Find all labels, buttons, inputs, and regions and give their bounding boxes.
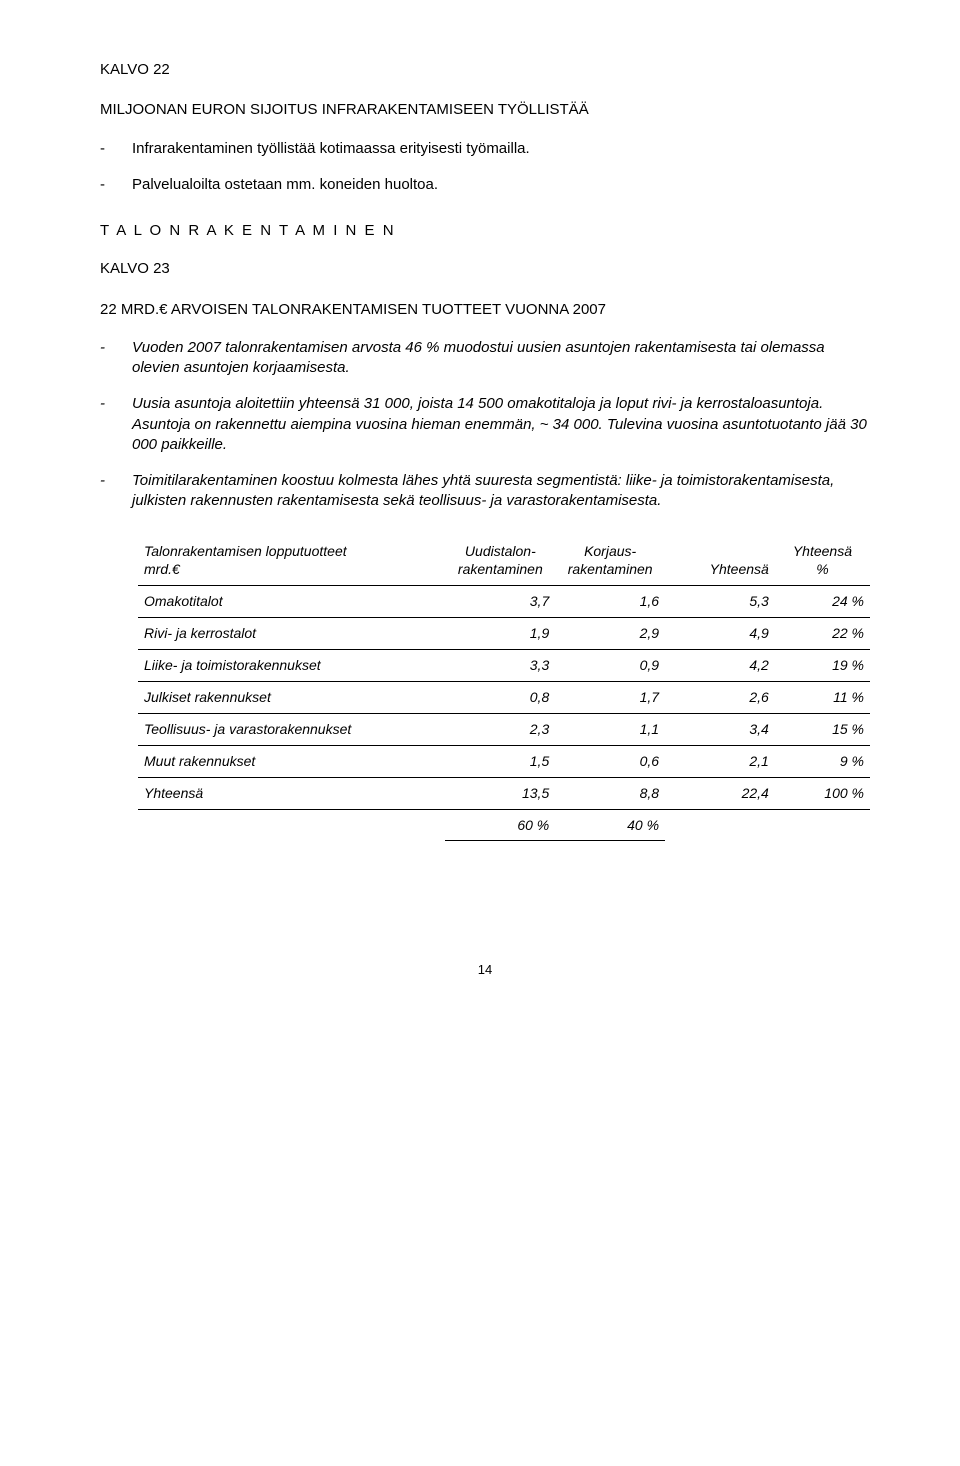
header-col1: Uudistalon- rakentaminen (445, 536, 555, 586)
cell: 24 % (775, 586, 870, 618)
cell-label: Teollisuus- ja varastorakennukset (138, 713, 445, 745)
cell-label: Yhteensä (138, 777, 445, 809)
slide-22-title: MILJOONAN EURON SIJOITUS INFRARAKENTAMIS… (100, 100, 870, 120)
cell: 4,2 (665, 650, 775, 682)
cell: 3,7 (445, 586, 555, 618)
cell: 22,4 (665, 777, 775, 809)
cell: 9 % (775, 745, 870, 777)
cell: 13,5 (445, 777, 555, 809)
header-text: Uudistalon- (465, 543, 536, 559)
cell: 60 % (445, 809, 555, 841)
cell: 1,5 (445, 745, 555, 777)
bullet-text: Toimitilarakentaminen koostuu kolmesta l… (132, 471, 870, 512)
table-row: Julkiset rakennukset 0,8 1,7 2,6 11 % (138, 681, 870, 713)
cell-label: Julkiset rakennukset (138, 681, 445, 713)
cell: 1,1 (555, 713, 665, 745)
header-text: rakentaminen (458, 561, 543, 577)
table-row: Yhteensä 13,5 8,8 22,4 100 % (138, 777, 870, 809)
table-row: Rivi- ja kerrostalot 1,9 2,9 4,9 22 % (138, 618, 870, 650)
header-text: % (816, 561, 828, 577)
cell: 0,6 (555, 745, 665, 777)
bullet-text: Infrarakentaminen työllistää kotimaassa … (132, 139, 870, 159)
header-text: rakentaminen (568, 561, 653, 577)
header-col3: Yhteensä (665, 536, 775, 586)
cell: 0,8 (445, 681, 555, 713)
cell: 15 % (775, 713, 870, 745)
cell: 8,8 (555, 777, 665, 809)
cell: 1,7 (555, 681, 665, 713)
bullet-item: - Uusia asuntoja aloitettiin yhteensä 31… (100, 394, 870, 455)
section-heading: T A L O N R A K E N T A M I N E N (100, 221, 870, 241)
bullet-dash: - (100, 139, 132, 159)
bullet-text: Uusia asuntoja aloitettiin yhteensä 31 0… (132, 394, 870, 455)
bullet-dash: - (100, 338, 132, 379)
bullet-item: - Vuoden 2007 talonrakentamisen arvosta … (100, 338, 870, 379)
cell: 4,9 (665, 618, 775, 650)
bullet-text: Palvelualoilta ostetaan mm. koneiden huo… (132, 175, 870, 195)
bullet-dash: - (100, 471, 132, 512)
cell-empty (138, 809, 445, 841)
header-text: Talonrakentamisen lopputuotteet (144, 543, 347, 559)
data-table: Talonrakentamisen lopputuotteet mrd.€ Uu… (138, 536, 870, 842)
bullet-item: - Infrarakentaminen työllistää kotimaass… (100, 139, 870, 159)
slide-22-kalvo: KALVO 22 (100, 60, 870, 80)
page-number: 14 (100, 961, 870, 979)
cell: 100 % (775, 777, 870, 809)
cell: 0,9 (555, 650, 665, 682)
cell: 1,6 (555, 586, 665, 618)
table-row: Liike- ja toimistorakennukset 3,3 0,9 4,… (138, 650, 870, 682)
cell: 11 % (775, 681, 870, 713)
header-col2: Korjaus- rakentaminen (555, 536, 665, 586)
bullet-item: - Palvelualoilta ostetaan mm. koneiden h… (100, 175, 870, 195)
cell: 3,3 (445, 650, 555, 682)
slide-23-title: 22 MRD.€ ARVOISEN TALONRAKENTAMISEN TUOT… (100, 300, 870, 320)
table-footer-row: 60 % 40 % (138, 809, 870, 841)
bullet-dash: - (100, 175, 132, 195)
cell: 40 % (555, 809, 665, 841)
table-row: Omakotitalot 3,7 1,6 5,3 24 % (138, 586, 870, 618)
cell: 2,3 (445, 713, 555, 745)
cell-label: Liike- ja toimistorakennukset (138, 650, 445, 682)
cell-label: Rivi- ja kerrostalot (138, 618, 445, 650)
table-row: Muut rakennukset 1,5 0,6 2,1 9 % (138, 745, 870, 777)
cell-empty (665, 809, 775, 841)
cell-label: Omakotitalot (138, 586, 445, 618)
table-body: Omakotitalot 3,7 1,6 5,3 24 % Rivi- ja k… (138, 586, 870, 841)
header-text: Yhteensä (793, 543, 852, 559)
bullet-dash: - (100, 394, 132, 455)
header-label: Talonrakentamisen lopputuotteet mrd.€ (138, 536, 445, 586)
bullet-item: - Toimitilarakentaminen koostuu kolmesta… (100, 471, 870, 512)
cell-label: Muut rakennukset (138, 745, 445, 777)
cell: 5,3 (665, 586, 775, 618)
cell: 2,9 (555, 618, 665, 650)
header-text: Korjaus- (584, 543, 636, 559)
cell: 2,6 (665, 681, 775, 713)
cell-empty (775, 809, 870, 841)
cell: 2,1 (665, 745, 775, 777)
cell: 19 % (775, 650, 870, 682)
table-header-row: Talonrakentamisen lopputuotteet mrd.€ Uu… (138, 536, 870, 586)
table-row: Teollisuus- ja varastorakennukset 2,3 1,… (138, 713, 870, 745)
cell: 3,4 (665, 713, 775, 745)
cell: 1,9 (445, 618, 555, 650)
bullet-text: Vuoden 2007 talonrakentamisen arvosta 46… (132, 338, 870, 379)
slide-23-kalvo: KALVO 23 (100, 259, 870, 279)
header-text: mrd.€ (144, 561, 180, 577)
header-col4: Yhteensä % (775, 536, 870, 586)
cell: 22 % (775, 618, 870, 650)
